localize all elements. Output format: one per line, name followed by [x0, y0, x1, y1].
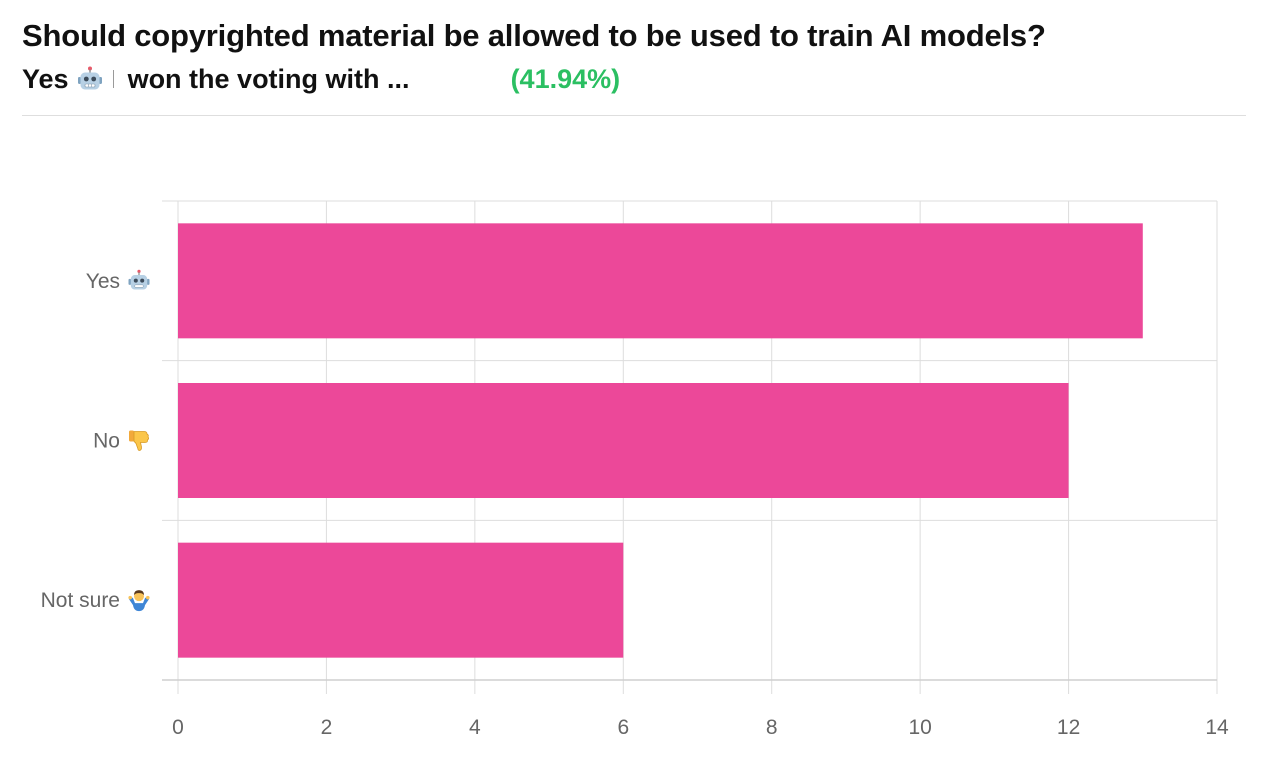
header-divider [22, 115, 1246, 116]
winner-option: Yes [22, 64, 103, 95]
poll-result: Yes won the voting with ... (41.94%) [22, 59, 1248, 99]
x-tick-label: 2 [321, 716, 333, 739]
shrugging-person-icon [128, 590, 150, 612]
category-label: No [93, 430, 120, 453]
separator [112, 70, 114, 88]
x-ticks: 0 2 4 6 8 10 12 14 [172, 716, 1229, 739]
x-tick-label: 8 [766, 716, 778, 739]
x-tick-label: 12 [1057, 716, 1080, 739]
x-tick-label: 10 [908, 716, 931, 739]
x-tick-label: 0 [172, 716, 184, 739]
winner-percent: (41.94%) [510, 63, 621, 94]
poll-question: Should copyrighted material be allowed t… [22, 18, 1046, 53]
robot-face-icon [128, 269, 150, 290]
robot-face-icon [77, 66, 102, 90]
winner-label: Yes [22, 63, 69, 94]
x-tick-label: 4 [469, 716, 481, 739]
x-tick-label: 6 [617, 716, 629, 739]
bar-yes [178, 223, 1143, 339]
bar-no [178, 383, 1069, 498]
category-label: Yes [86, 270, 120, 293]
bars [178, 223, 1143, 658]
thumbs-down-icon [129, 430, 150, 451]
bar-not-sure [178, 542, 624, 658]
won-text: won the voting with ... [127, 63, 410, 94]
category-labels: Yes No Not sure [41, 269, 150, 612]
category-label: Not sure [41, 589, 120, 612]
poll-header: Should copyrighted material be allowed t… [22, 14, 1248, 99]
x-tick-label: 14 [1205, 716, 1229, 739]
